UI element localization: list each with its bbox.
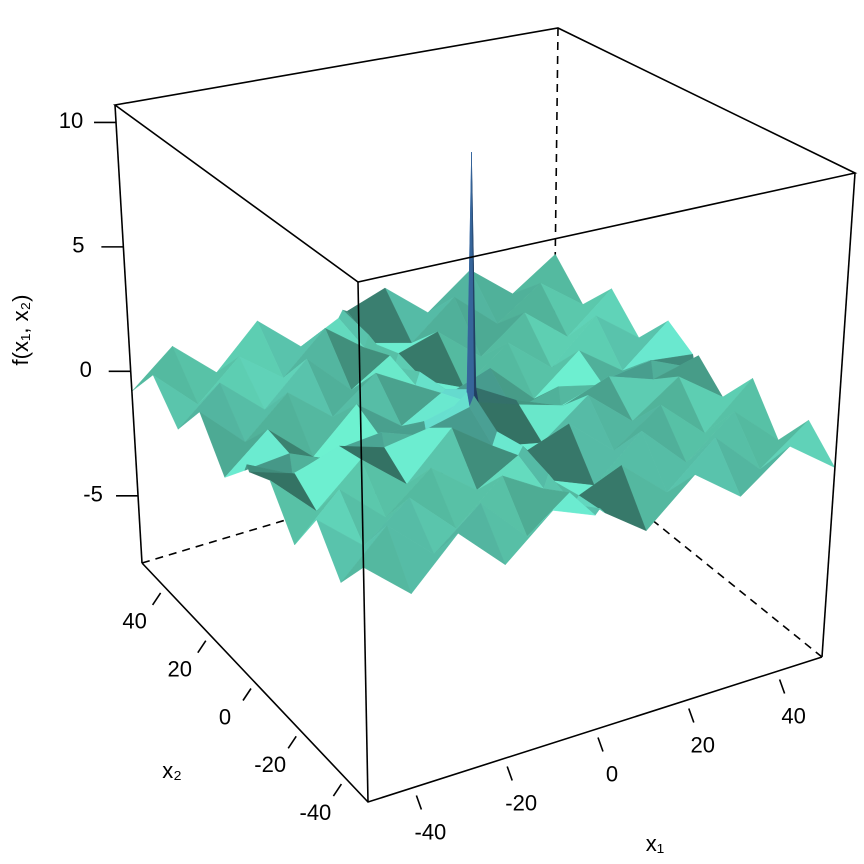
box-edge (821, 172, 856, 658)
y-tick (287, 735, 297, 749)
x-tick-label: 20 (691, 732, 715, 757)
y-tick (242, 688, 252, 701)
y-tick-label: 20 (168, 657, 192, 682)
x-tick-label: -20 (505, 790, 537, 815)
surface-cell (340, 524, 412, 595)
x-tick-label: 0 (606, 761, 618, 786)
y-tick-label: -40 (300, 800, 332, 825)
x-tick-label: 40 (781, 703, 805, 728)
box-edge (357, 281, 369, 803)
y-axis-label: x₂ (162, 758, 182, 783)
z-tick-label: 0 (80, 357, 92, 382)
x-tick-label: -40 (415, 819, 447, 844)
x-tick (778, 679, 786, 694)
surface (131, 152, 836, 595)
y-tick (197, 640, 207, 654)
z-tick-label: 5 (72, 233, 84, 258)
box-edge (552, 439, 823, 658)
x-tick (506, 766, 513, 781)
box-bottom (141, 562, 823, 803)
y-tick-label: 0 (219, 704, 231, 729)
z-tick-label: -5 (83, 482, 103, 507)
x-tick (597, 737, 604, 752)
box-edge (114, 104, 143, 564)
x-tick (415, 795, 423, 810)
y-tick (332, 783, 343, 797)
y-tick-label: -20 (254, 752, 286, 777)
x-axis-label: x₁ (646, 831, 664, 856)
y-tick-label: 40 (122, 609, 146, 634)
y-tick (151, 592, 162, 606)
x-tick (688, 708, 695, 723)
axes: x₁ x₂ f(x₁, x₂) -5 0 5 10 -40 -20 0 20 40 -40 -20 0… (8, 108, 806, 856)
z-tick-label: 10 (59, 108, 83, 133)
box-front (113, 27, 858, 803)
box-top (113, 27, 858, 283)
z-axis-label: f(x₁, x₂) (8, 295, 33, 366)
